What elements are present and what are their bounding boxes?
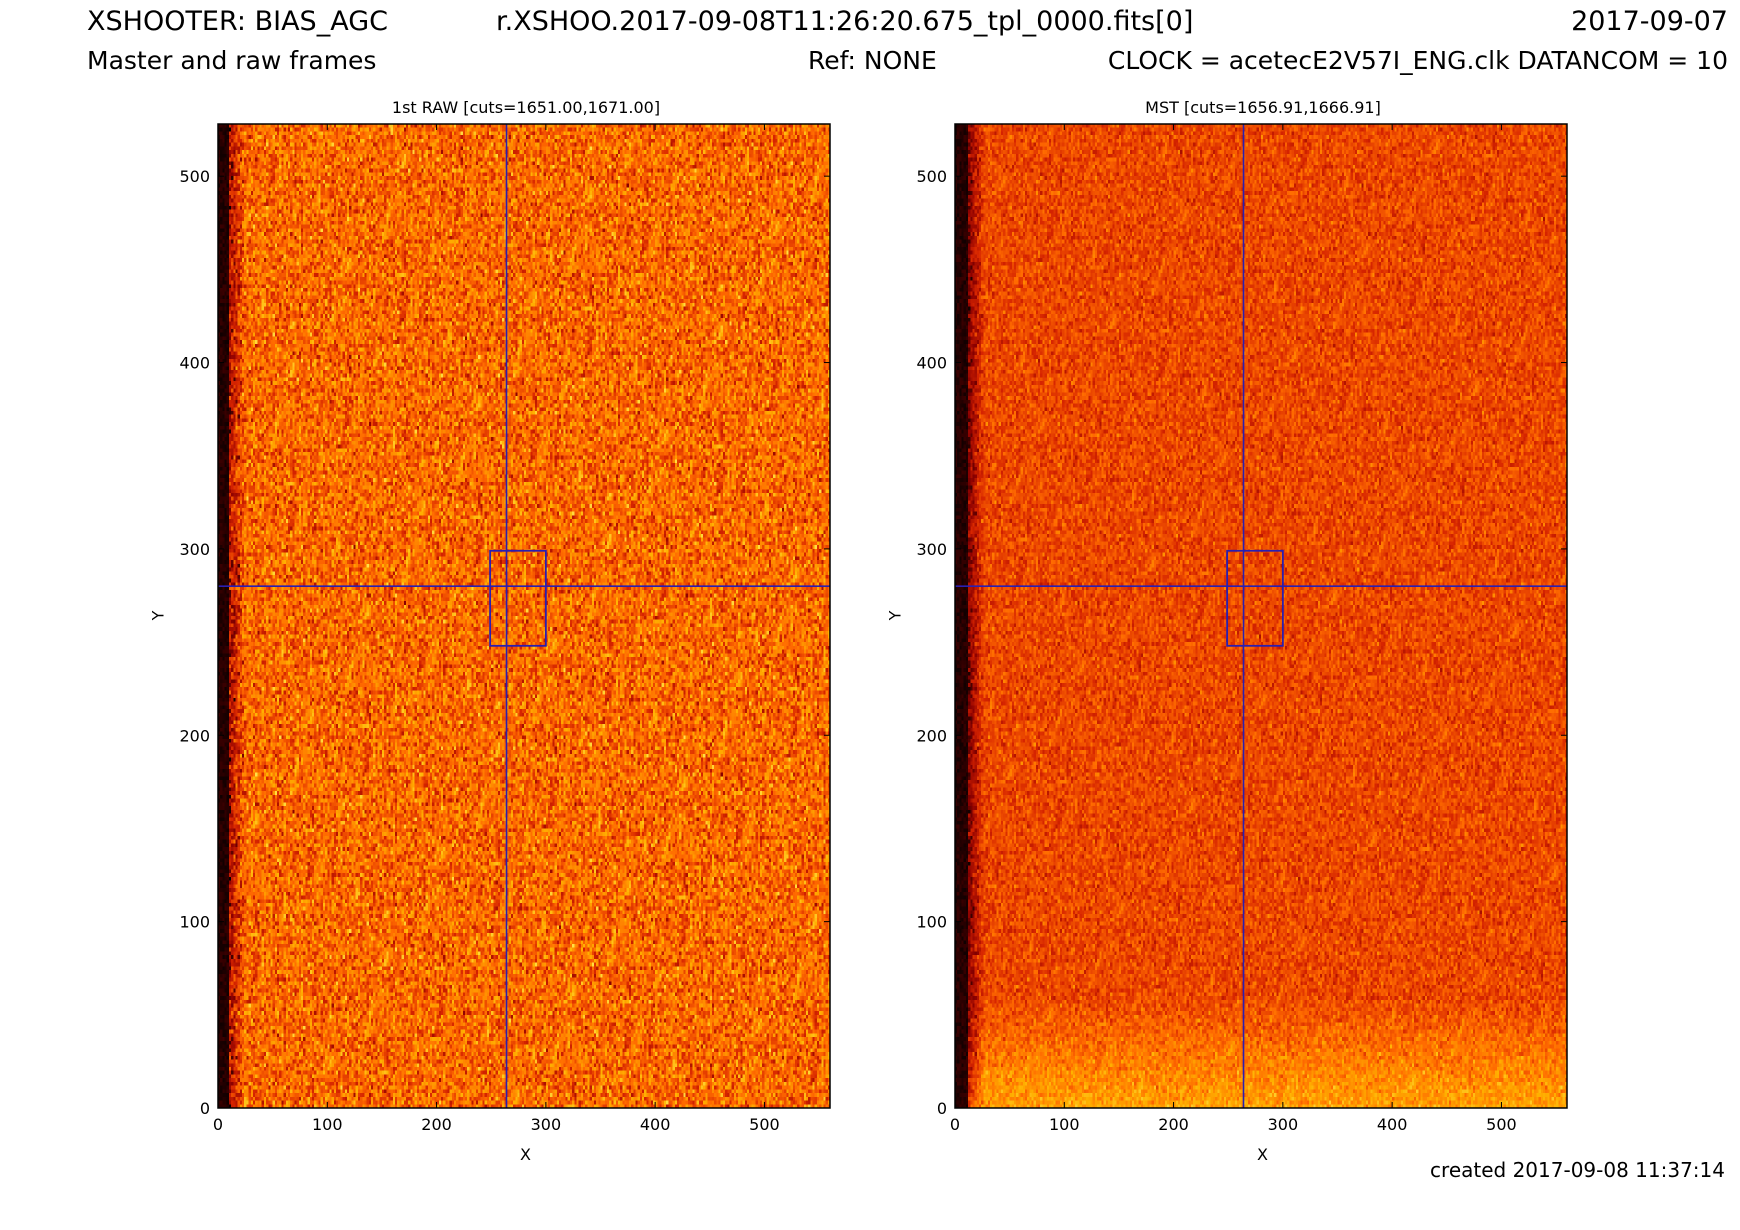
roi-box xyxy=(1226,549,1284,647)
raw-frame-overlay xyxy=(218,124,830,1108)
y-tick-label: 300 xyxy=(916,540,947,559)
master-frame-plot: 0 100 200 300 400 500 0 100 200 300 400 500 xyxy=(916,123,1568,1134)
panel-title-raw: 1st RAW [cuts=1651.00,1671.00] xyxy=(391,98,661,117)
y-tick-label: 500 xyxy=(179,167,210,186)
raw-frame-border xyxy=(217,123,831,1109)
instrument-title: XSHOOTER: BIAS_AGC xyxy=(87,6,388,37)
x-tick-label: 200 xyxy=(421,1115,452,1134)
y-tick-label: 200 xyxy=(916,726,947,745)
raw-x-axis-label: X xyxy=(520,1145,531,1164)
x-tick-label: 100 xyxy=(1049,1115,1080,1134)
x-tick-label: 400 xyxy=(1377,1115,1408,1134)
x-tick-label: 0 xyxy=(213,1115,223,1134)
master-frame-image xyxy=(955,124,1567,1108)
master-frame-ticks: 0 100 200 300 400 500 0 100 200 300 400 500 xyxy=(916,124,1567,1134)
master-frame-border xyxy=(954,123,1568,1109)
x-tick-label: 100 xyxy=(312,1115,343,1134)
file-name: r.XSHOO.2017-09-08T11:26:20.675_tpl_0000… xyxy=(496,6,1194,37)
x-tick-label: 200 xyxy=(1158,1115,1189,1134)
raw-y-axis-label: Y xyxy=(148,610,168,621)
y-tick-label: 100 xyxy=(179,913,210,932)
roi-box xyxy=(489,549,547,647)
x-tick-label: 500 xyxy=(749,1115,780,1134)
panel-title-master: MST [cuts=1656.91,1666.91] xyxy=(1145,98,1381,117)
y-tick-label: 200 xyxy=(179,726,210,745)
x-tick-label: 500 xyxy=(1486,1115,1517,1134)
y-tick-label: 0 xyxy=(937,1099,947,1118)
created-timestamp: created 2017-09-08 11:37:14 xyxy=(1430,1158,1725,1182)
master-frame-overlay xyxy=(955,124,1567,1108)
x-tick-label: 400 xyxy=(640,1115,671,1134)
raw-frame-image xyxy=(218,124,830,1108)
raw-frame-ticks: 0 100 200 300 400 500 0 100 200 300 400 500 xyxy=(179,124,830,1134)
x-tick-label: 300 xyxy=(531,1115,562,1134)
x-tick-label: 0 xyxy=(950,1115,960,1134)
y-tick-label: 400 xyxy=(916,354,947,373)
x-tick-label: 300 xyxy=(1268,1115,1299,1134)
clock-info: CLOCK = acetecE2V57I_ENG.clk DATANCOM = … xyxy=(1107,46,1728,75)
y-tick-label: 400 xyxy=(179,354,210,373)
observation-date: 2017-09-07 xyxy=(1571,6,1728,37)
master-x-axis-label: X xyxy=(1257,1145,1268,1164)
raw-frame-plot: 0 100 200 300 400 500 0 100 200 300 400 500 xyxy=(179,123,831,1134)
y-tick-label: 300 xyxy=(179,540,210,559)
y-tick-label: 500 xyxy=(916,167,947,186)
reference: Ref: NONE xyxy=(808,46,937,75)
subtitle: Master and raw frames xyxy=(87,46,377,75)
y-tick-label: 0 xyxy=(200,1099,210,1118)
master-y-axis-label: Y xyxy=(885,610,905,621)
y-tick-label: 100 xyxy=(916,913,947,932)
